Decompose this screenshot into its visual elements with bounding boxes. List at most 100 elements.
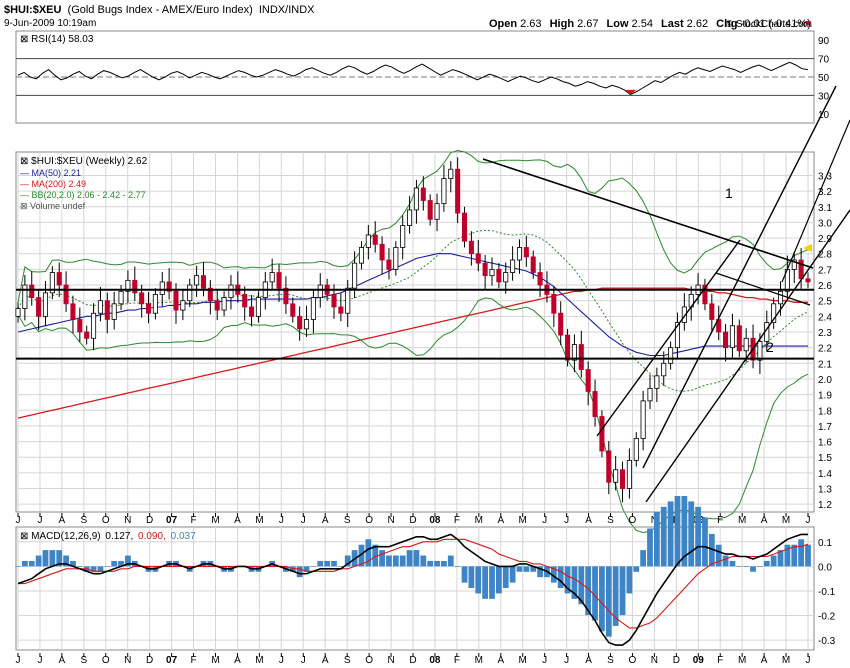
macd-line [17, 533, 808, 646]
macd-histogram-bar [647, 528, 653, 567]
rsi-tick-label: 50 [818, 73, 830, 84]
month-label: 08 [429, 515, 441, 526]
macd-tick-label: -0.1 [818, 587, 836, 598]
macd-histogram-bar [633, 566, 640, 572]
macd-signal-line [18, 538, 809, 629]
macd-histogram-bar [585, 566, 592, 616]
month-label: N [387, 655, 394, 666]
month-label: M [475, 515, 483, 526]
month-label: J [806, 515, 811, 526]
candle-body [56, 272, 62, 286]
candle-body [228, 284, 234, 298]
month-label: S [80, 655, 87, 666]
month-label: A [322, 515, 329, 526]
candle-body [358, 247, 365, 264]
price-legend-bb: — BB(20,2.0) 2.06 - 2.42 - 2.77 [20, 190, 146, 200]
candle-body [118, 290, 124, 305]
macd-legend: ⊠ MACD(12,26,9) 0.127, 0.090, 0.037 [20, 531, 196, 542]
macd-histogram-bar [406, 550, 413, 567]
macd-tick-label: -0.2 [818, 612, 836, 623]
candle-body [441, 178, 447, 205]
candle-body [771, 303, 777, 324]
candle-body [578, 344, 584, 370]
month-label: 07 [166, 655, 178, 666]
price-tick-label: 1.3 [818, 485, 832, 496]
bb-upper-band [17, 149, 809, 303]
candle-body [159, 281, 165, 295]
candle-body [592, 391, 598, 417]
candle-body [63, 284, 69, 305]
macd-tick-label: -0.3 [818, 636, 836, 647]
month-label: A [59, 515, 66, 526]
rsi-oversold-fill [624, 89, 637, 95]
month-label: J [16, 655, 21, 666]
month-label: A [497, 655, 504, 666]
candle-body [97, 300, 103, 314]
candle-body [386, 259, 392, 270]
price-tick-label: 2.5 [818, 297, 832, 308]
candle-body [455, 168, 461, 214]
macd-histogram-bar [757, 566, 763, 567]
macd-histogram-bar [599, 566, 605, 632]
candle-body [29, 284, 35, 298]
month-label: J [37, 655, 42, 666]
candle-body [674, 322, 681, 349]
last-price-marker-icon [803, 244, 812, 252]
candle-body [77, 319, 83, 333]
price-legend-main: ⊠ $HUI:$XEU (Weekly) 2.62 [20, 156, 148, 167]
candle-body [503, 272, 509, 283]
month-label: A [585, 515, 592, 526]
candle-body [468, 240, 474, 255]
month-label: S [344, 655, 351, 666]
month-label: M [255, 655, 263, 666]
macd-histogram-bar [482, 566, 489, 599]
candle-body [207, 287, 213, 302]
trendlines [482, 85, 850, 503]
month-label: A [322, 655, 329, 666]
macd-histogram-bar [420, 555, 427, 567]
price-legend-volume: ⊠ Volume undef [20, 201, 86, 211]
macd-histogram-bar [509, 566, 516, 583]
month-label: M [519, 655, 527, 666]
price-tick-label: 2.9 [818, 234, 832, 245]
candle-body [702, 284, 708, 305]
month-label: O [365, 655, 373, 666]
macd-histogram-bar [63, 555, 69, 567]
month-label: J [37, 515, 42, 526]
price-tick-label: 2.3 [818, 328, 832, 339]
ma200-line [17, 287, 808, 419]
month-label: A [761, 655, 768, 666]
candle-body [166, 281, 172, 292]
candle-body [482, 262, 488, 277]
macd-histogram-bar [564, 566, 571, 594]
candle-body [132, 279, 138, 294]
candle-body [558, 312, 564, 336]
macd-histogram-bar [21, 560, 28, 567]
macd-histogram-bar [537, 566, 543, 578]
macd-histogram-bar [358, 544, 365, 567]
month-label: J [279, 515, 284, 526]
candle-body [372, 234, 378, 245]
price-legend-ma50: — MA(50) 2.21 [20, 168, 81, 178]
candle-body [187, 284, 193, 302]
macd-histogram-bar [715, 544, 722, 567]
trendline-channel-lower [645, 209, 850, 503]
macd-histogram-bar [770, 555, 777, 567]
macd-histogram-bar [70, 560, 76, 567]
macd-histogram-bar [76, 566, 83, 567]
trendline-downtrend [482, 158, 814, 269]
candle-body [510, 259, 516, 273]
chg-down-arrow-icon [805, 21, 811, 26]
month-label: O [365, 515, 373, 526]
candle-body [736, 325, 742, 352]
candle-body [599, 416, 605, 452]
month-label: M [782, 655, 790, 666]
price-tick-label: 1.2 [818, 500, 832, 511]
month-label: A [761, 515, 768, 526]
macd-histogram-bar [571, 566, 578, 599]
macd-histogram-bar [427, 560, 434, 567]
month-label: J [16, 515, 21, 526]
candle-body [791, 259, 797, 270]
trendline-channel-upper-2 [642, 85, 837, 469]
month-label: F [717, 515, 723, 526]
